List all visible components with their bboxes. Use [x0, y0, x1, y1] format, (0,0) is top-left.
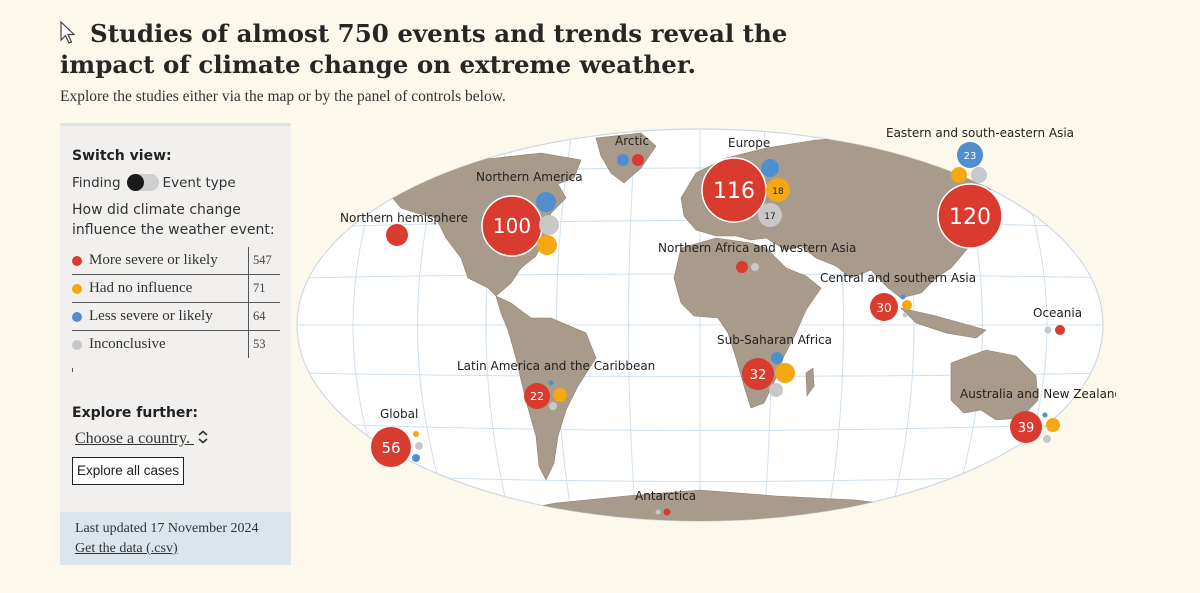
legend-label: Inconclusive	[89, 336, 166, 352]
africa-land	[673, 237, 822, 409]
toggle-knob	[126, 174, 144, 191]
region-label: Northern hemisphere	[340, 211, 468, 225]
antarctica-land	[475, 489, 997, 521]
region-australia-nz[interactable]: 39 Australia and New Zealand	[960, 387, 1116, 443]
view-toggle-switch[interactable]	[126, 174, 159, 191]
legend-item-no-influence[interactable]: Had no influence 71	[72, 275, 280, 303]
region-label: Latin America and the Caribbean	[457, 359, 655, 373]
legend-item-inconclusive[interactable]: Inconclusive 53	[72, 331, 280, 358]
red-dot-icon	[72, 255, 82, 266]
region-label: Arctic	[615, 134, 649, 148]
region-count-more: 120	[949, 205, 991, 230]
grey-dot-icon	[72, 339, 82, 350]
region-label: Oceania	[1033, 306, 1082, 320]
legend-label: More severe or likely	[89, 252, 218, 268]
new-zealand-land	[1063, 409, 1081, 437]
legend-label: Had no influence	[89, 280, 193, 296]
legend-count: 71	[248, 275, 266, 302]
region-label: Central and southern Asia	[820, 271, 976, 285]
legend-count: 53	[248, 331, 266, 358]
region-label: Eastern and south-eastern Asia	[886, 126, 1074, 140]
legend-item-less-severe[interactable]: Less severe or likely 64	[72, 303, 280, 331]
region-label: Global	[380, 407, 418, 421]
page-subtitle: Explore the studies either via the map o…	[60, 88, 506, 105]
explore-further-label: Explore further:	[72, 405, 198, 421]
legend-tick	[72, 368, 73, 372]
region-label: Australia and New Zealand	[960, 387, 1116, 401]
page-title: Studies of almost 750 events and trends …	[60, 19, 788, 79]
orange-dot-icon	[72, 283, 82, 294]
indonesia-land	[900, 307, 987, 339]
region-count-less: 23	[964, 151, 977, 162]
region-north-africa[interactable]: Northern Africa and western Asia	[658, 241, 856, 273]
region-north-america[interactable]: 100 Northern America	[476, 170, 583, 257]
region-count-none: 18	[772, 187, 784, 197]
region-count-more: 116	[713, 179, 755, 204]
region-northern-hemisphere[interactable]: Northern hemisphere	[340, 211, 468, 246]
get-data-link[interactable]: Get the data (.csv)	[75, 541, 178, 556]
influence-question: How did climate change influence the wea…	[72, 202, 275, 238]
legend-count: 64	[248, 303, 266, 330]
region-sub-saharan-africa[interactable]: 32 Sub-Saharan Africa	[717, 333, 832, 397]
region-count-more: 32	[750, 368, 767, 383]
switch-view-label: Switch view:	[72, 148, 172, 164]
region-arctic[interactable]: Arctic	[615, 134, 649, 166]
region-count-more: 56	[381, 439, 400, 457]
region-count-more: 100	[493, 214, 531, 238]
madagascar-land	[805, 367, 815, 397]
region-antarctica[interactable]: Antarctica	[635, 489, 696, 516]
region-count-more: 39	[1018, 421, 1035, 436]
region-latin-america[interactable]: 22 Latin America and the Caribbean	[457, 359, 655, 410]
legend-count: 547	[248, 247, 272, 274]
finding-legend: More severe or likely 547 Had no influen…	[72, 247, 280, 358]
region-label: Northern Africa and western Asia	[658, 241, 856, 255]
country-select-value: Choose a country.	[75, 430, 190, 447]
region-count-more: 22	[530, 390, 544, 403]
controls-panel: Switch view: Finding Event type How did …	[60, 123, 291, 565]
world-map[interactable]: Northern hemisphere Arctic 100 Northern …	[296, 118, 1116, 538]
region-label: Europe	[728, 136, 770, 150]
toggle-finding-label[interactable]: Finding	[72, 174, 121, 191]
country-select[interactable]: Choose a country.	[75, 430, 209, 448]
blue-dot-icon	[72, 311, 82, 322]
region-count-inconclusive: 17	[764, 212, 775, 222]
panel-footer: Last updated 17 November 2024 Get the da…	[60, 512, 291, 565]
region-oceania[interactable]: Oceania	[1033, 306, 1082, 335]
pointer-cursor-icon	[60, 20, 76, 44]
region-label: Northern America	[476, 170, 583, 184]
region-central-asia[interactable]: 30 Central and southern Asia	[820, 271, 976, 321]
legend-label: Less severe or likely	[89, 308, 213, 324]
last-updated-text: Last updated 17 November 2024	[75, 521, 259, 536]
legend-item-more-severe[interactable]: More severe or likely 547	[72, 247, 280, 275]
region-label: Antarctica	[635, 489, 696, 503]
region-label: Sub-Saharan Africa	[717, 333, 832, 347]
region-east-asia[interactable]: 120 23 Eastern and south-eastern Asia	[886, 126, 1074, 249]
explore-all-cases-button[interactable]: Explore all cases	[72, 457, 185, 485]
view-toggle-row: Finding Event type	[72, 174, 236, 191]
region-europe[interactable]: 116 18 17 Europe	[701, 136, 790, 227]
region-count-more: 30	[876, 301, 891, 315]
up-down-chevron-icon	[198, 430, 208, 444]
region-global[interactable]: 56 Global	[371, 407, 423, 467]
toggle-event-type-label[interactable]: Event type	[162, 174, 236, 191]
